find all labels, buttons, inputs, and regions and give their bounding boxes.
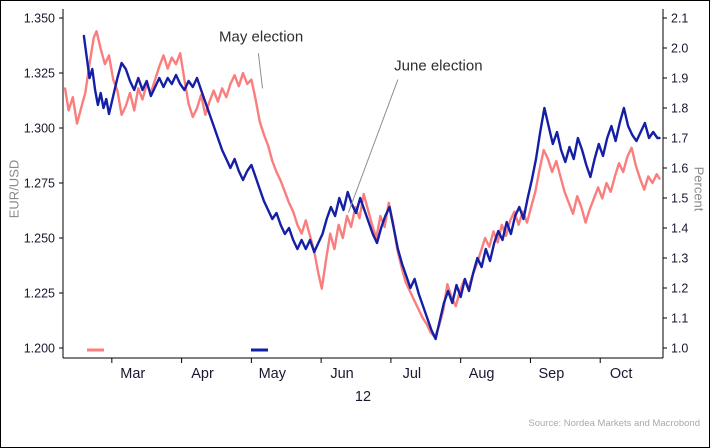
- x-month-label: Jul: [403, 366, 422, 382]
- y-right-tick-label: 1.4: [671, 222, 688, 236]
- x-axis-year-label: 12: [354, 389, 372, 405]
- y-right-tick-label: 1.8: [671, 102, 688, 116]
- right-axis-title: Percent: [691, 166, 707, 212]
- y-left-tick-label: 1.300: [24, 122, 55, 136]
- annotation-leader-line: [347, 79, 399, 213]
- left-axis-title: EUR/USD: [6, 159, 22, 219]
- x-month-label: Mar: [120, 366, 145, 382]
- series-line-eurusd: [63, 30, 661, 339]
- y-left-tick-label: 1.250: [24, 232, 55, 246]
- annotation-text: May election: [219, 29, 303, 46]
- annotation-text: June election: [394, 57, 482, 74]
- x-month-label: Apr: [191, 366, 214, 382]
- y-right-tick-label: 1.9: [671, 72, 688, 86]
- y-right-tick-label: 2.1: [671, 12, 688, 26]
- y-left-tick-label: 1.275: [24, 177, 55, 191]
- y-left-tick-label: 1.350: [24, 12, 55, 26]
- y-right-tick-label: 1.7: [671, 132, 688, 146]
- x-month-label: May: [259, 366, 287, 382]
- annotation-leader-line: [257, 53, 264, 89]
- x-month-label: Oct: [610, 366, 633, 382]
- y-right-tick-label: 1.1: [671, 312, 688, 326]
- y-left-tick-label: 1.325: [24, 67, 55, 81]
- x-month-label: Aug: [469, 366, 495, 382]
- y-right-tick-label: 1.5: [671, 192, 688, 206]
- y-right-tick-label: 1.0: [671, 342, 688, 356]
- y-right-tick-label: 1.6: [671, 162, 688, 176]
- y-right-tick-label: 1.3: [671, 252, 688, 266]
- x-month-label: Sep: [538, 366, 564, 382]
- source-note: Source: Nordea Markets and Macrobond: [528, 418, 700, 429]
- y-left-tick-label: 1.225: [24, 287, 55, 301]
- y-right-tick-label: 1.2: [671, 282, 688, 296]
- y-left-tick-label: 1.200: [24, 342, 55, 356]
- series-line-percent: [82, 34, 661, 341]
- x-month-label: Jun: [330, 366, 353, 382]
- y-right-tick-label: 2.0: [671, 42, 688, 56]
